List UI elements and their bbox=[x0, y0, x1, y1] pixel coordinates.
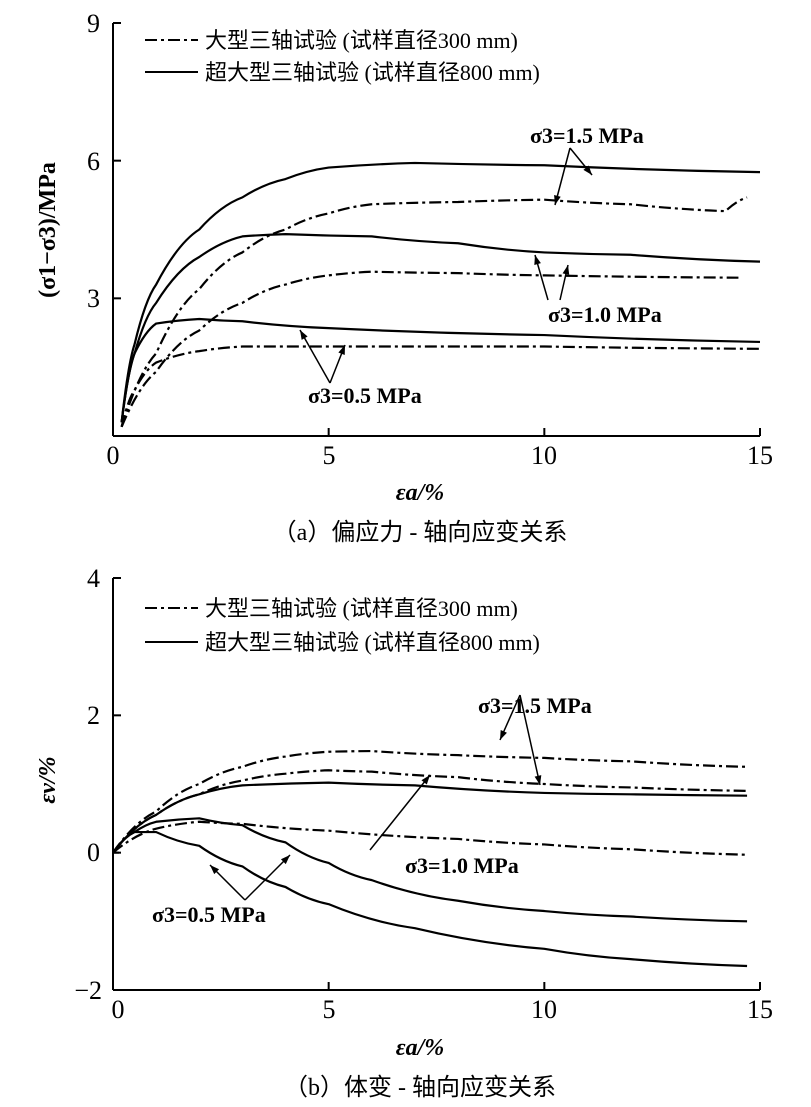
annotation-1.0: σ3=1.0 MPa bbox=[405, 853, 519, 878]
arrowhead-icon bbox=[583, 165, 592, 175]
series-line bbox=[112, 781, 748, 854]
annotation-arrow bbox=[299, 329, 331, 384]
annotation-arrow bbox=[554, 147, 571, 206]
annotation-0.5: σ3=0.5 MPa bbox=[308, 383, 422, 408]
x-tick: 5 bbox=[323, 995, 336, 1024]
y-tick: 3 bbox=[87, 284, 100, 313]
annotation-1.5: σ3=1.5 MPa bbox=[530, 123, 644, 148]
arrowhead-icon bbox=[562, 265, 570, 275]
arrowhead-icon bbox=[300, 330, 308, 340]
x-tick: 0 bbox=[112, 995, 125, 1024]
series-line bbox=[120, 161, 761, 423]
series-line bbox=[120, 196, 748, 428]
annotation-arrow bbox=[244, 854, 291, 901]
legend-dashdot: 大型三轴试验 (试样直径300 mm) bbox=[205, 596, 518, 621]
arrowhead-icon bbox=[534, 775, 542, 785]
legend-solid: 超大型三轴试验 (试样直径800 mm) bbox=[205, 630, 540, 655]
annotation-1.0: σ3=1.0 MPa bbox=[548, 302, 662, 327]
arrowhead-icon bbox=[534, 255, 541, 265]
arrowhead-icon bbox=[500, 730, 507, 740]
series-line bbox=[112, 769, 748, 854]
chart-a: 3 6 9 0 5 10 15 εa/% (σ1−σ3)/MPa （a）偏应力 … bbox=[35, 9, 773, 546]
x-tick: 10 bbox=[531, 995, 557, 1024]
annotation-1.5: σ3=1.5 MPa bbox=[478, 693, 592, 718]
series-line bbox=[112, 820, 748, 856]
y-tick: 4 bbox=[87, 564, 100, 593]
y-tick: 0 bbox=[87, 838, 100, 867]
y-axis-label: εv/% bbox=[35, 756, 61, 803]
series-line bbox=[120, 232, 761, 423]
arrowhead-icon bbox=[338, 345, 345, 355]
y-tick: −2 bbox=[74, 976, 102, 1005]
x-tick: 5 bbox=[323, 441, 336, 470]
x-axis-label: εa/% bbox=[396, 1035, 445, 1061]
x-tick: 0 bbox=[107, 441, 120, 470]
arrowhead-icon bbox=[421, 775, 430, 785]
caption-b: （b）体变 - 轴向应变关系 bbox=[284, 1074, 556, 1101]
x-tick: 10 bbox=[531, 441, 557, 470]
annotation-0.5: σ3=0.5 MPa bbox=[152, 902, 266, 927]
legend-dashdot: 大型三轴试验 (试样直径300 mm) bbox=[205, 28, 518, 53]
y-tick: 2 bbox=[87, 701, 100, 730]
arrowhead-icon bbox=[280, 855, 290, 865]
arrowhead-icon bbox=[554, 195, 561, 205]
annotation-arrow bbox=[369, 774, 431, 851]
series-line bbox=[120, 345, 761, 428]
y-axis-label: (σ1−σ3)/MPa bbox=[35, 162, 61, 298]
arrowhead-icon bbox=[210, 865, 220, 875]
annotation-arrow bbox=[519, 694, 541, 786]
chart-b: −2 0 2 4 0 5 10 15 εa/% εv/% （b）体变 - 轴向应… bbox=[35, 564, 773, 1101]
y-tick: 6 bbox=[87, 147, 100, 176]
legend-solid: 超大型三轴试验 (试样直径800 mm) bbox=[205, 60, 540, 85]
x-tick: 15 bbox=[747, 995, 773, 1024]
series-line bbox=[120, 317, 761, 423]
series-line bbox=[112, 830, 748, 968]
series-line bbox=[112, 749, 748, 854]
series-line bbox=[120, 270, 739, 428]
series-line bbox=[112, 817, 748, 923]
x-axis-label: εa/% bbox=[396, 480, 445, 506]
y-tick: 9 bbox=[87, 9, 100, 38]
x-tick: 15 bbox=[747, 441, 773, 470]
caption-a: （a）偏应力 - 轴向应变关系 bbox=[273, 519, 568, 546]
